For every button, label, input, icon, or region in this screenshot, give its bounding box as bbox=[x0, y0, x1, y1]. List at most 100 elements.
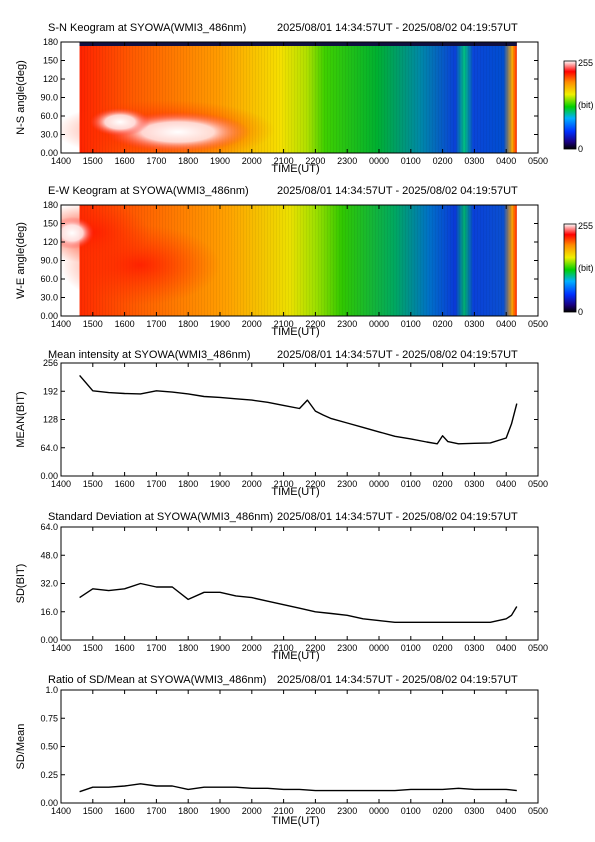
x-tick-label: 1700 bbox=[146, 156, 166, 166]
x-tick-label: 2100 bbox=[274, 643, 294, 653]
y-axis-label: SD(BIT) bbox=[15, 564, 27, 604]
y-tick-label: 30.0 bbox=[40, 293, 58, 303]
x-tick-label: 1400 bbox=[51, 319, 71, 329]
y-tick-label: 0.00 bbox=[40, 635, 58, 645]
x-tick-label: 1700 bbox=[146, 643, 166, 653]
y-tick-label: 60.0 bbox=[40, 274, 58, 284]
y-axis-label: MEAN(BIT) bbox=[15, 391, 27, 447]
panel-2: E-W Keogram at SYOWA(WMI3_486nm) 2025/08/… bbox=[15, 185, 594, 338]
x-tick-label: 2100 bbox=[274, 806, 294, 816]
plot-frame bbox=[60, 362, 539, 477]
x-tick-label: 1500 bbox=[83, 806, 103, 816]
y-tick-label: 150 bbox=[43, 219, 58, 229]
x-tick-label: 1800 bbox=[178, 643, 198, 653]
x-axis-label: TIME(UT) bbox=[271, 163, 319, 175]
x-tick-label: 1500 bbox=[83, 479, 103, 489]
y-tick-label: 90.0 bbox=[40, 256, 58, 266]
y-tick-label: 180 bbox=[43, 37, 58, 47]
x-tick-label: 0500 bbox=[528, 643, 548, 653]
y-tick-label: 0.00 bbox=[40, 798, 58, 808]
x-tick-label: 1800 bbox=[178, 479, 198, 489]
x-axis-label: TIME(UT) bbox=[271, 650, 319, 662]
x-tick-label: 1600 bbox=[115, 319, 135, 329]
x-tick-label: 2200 bbox=[305, 319, 325, 329]
panel-title: S-N Keogram at SYOWA(WMI3_486nm) bbox=[48, 22, 246, 34]
time-range: 2025/08/01 14:34:57UT - 2025/08/02 04:19… bbox=[277, 22, 518, 34]
x-tick-label: 0400 bbox=[496, 806, 516, 816]
plot-frame bbox=[60, 689, 539, 804]
y-tick-label: 1.0 bbox=[45, 685, 58, 695]
time-range: 2025/08/01 14:34:57UT - 2025/08/02 04:19… bbox=[277, 674, 518, 686]
series-line bbox=[79, 582, 518, 623]
x-tick-label: 1800 bbox=[178, 806, 198, 816]
x-tick-label: 0300 bbox=[464, 319, 484, 329]
x-tick-label: 1500 bbox=[83, 643, 103, 653]
colorbar-max: 255 bbox=[578, 221, 593, 231]
x-tick-label: 0000 bbox=[369, 643, 389, 653]
x-tick-label: 0100 bbox=[401, 806, 421, 816]
x-tick-label: 2000 bbox=[242, 319, 262, 329]
x-tick-label: 2100 bbox=[274, 319, 294, 329]
x-tick-label: 1400 bbox=[51, 156, 71, 166]
x-tick-label: 1800 bbox=[178, 319, 198, 329]
x-tick-label: 1500 bbox=[83, 319, 103, 329]
x-tick-label: 1700 bbox=[146, 479, 166, 489]
panel-5: Ratio of SD/Mean at SYOWA(WMI3_486nm) 202… bbox=[15, 674, 548, 827]
x-tick-label: 0200 bbox=[433, 643, 453, 653]
x-tick-label: 1900 bbox=[210, 479, 230, 489]
y-tick-label: 64.0 bbox=[40, 443, 58, 453]
x-tick-label: 2300 bbox=[337, 319, 357, 329]
y-tick-label: 90.0 bbox=[40, 93, 58, 103]
colorbar-unit: (bit) bbox=[578, 100, 594, 110]
panel-3: Mean intensity at SYOWA(WMI3_486nm) 2025/… bbox=[15, 349, 548, 498]
x-tick-label: 2300 bbox=[337, 806, 357, 816]
colorbar-unit: (bit) bbox=[578, 263, 594, 273]
x-tick-label: 0200 bbox=[433, 319, 453, 329]
x-axis-label: TIME(UT) bbox=[271, 326, 319, 338]
colorbar bbox=[563, 60, 577, 150]
x-tick-label: 0300 bbox=[464, 643, 484, 653]
x-tick-label: 2300 bbox=[337, 643, 357, 653]
x-tick-label: 0100 bbox=[401, 156, 421, 166]
x-tick-label: 1900 bbox=[210, 643, 230, 653]
x-tick-label: 1900 bbox=[210, 319, 230, 329]
y-tick-label: 0.25 bbox=[40, 770, 58, 780]
y-axis-label: SD/Mean bbox=[15, 724, 27, 770]
x-tick-label: 1900 bbox=[210, 806, 230, 816]
x-tick-label: 2300 bbox=[337, 479, 357, 489]
keogram-image bbox=[61, 42, 518, 153]
x-tick-label: 1800 bbox=[178, 156, 198, 166]
x-tick-label: 0000 bbox=[369, 806, 389, 816]
panel-title: Mean intensity at SYOWA(WMI3_486nm) bbox=[48, 349, 251, 361]
y-tick-label: 16.0 bbox=[40, 607, 58, 617]
x-tick-label: 0100 bbox=[401, 479, 421, 489]
x-tick-label: 0400 bbox=[496, 156, 516, 166]
x-tick-label: 1600 bbox=[115, 479, 135, 489]
time-range: 2025/08/01 14:34:57UT - 2025/08/02 04:19… bbox=[277, 349, 518, 361]
time-range: 2025/08/01 14:34:57UT - 2025/08/02 04:19… bbox=[277, 511, 518, 523]
x-tick-label: 0100 bbox=[401, 319, 421, 329]
x-tick-label: 0000 bbox=[369, 479, 389, 489]
y-axis-label: W-E angle(deg) bbox=[15, 222, 27, 299]
x-tick-label: 1500 bbox=[83, 156, 103, 166]
x-tick-label: 0500 bbox=[528, 156, 548, 166]
panel-title: Standard Deviation at SYOWA(WMI3_486nm) bbox=[48, 511, 273, 523]
y-tick-label: 48.0 bbox=[40, 550, 58, 560]
y-tick-label: 256 bbox=[43, 358, 58, 368]
y-tick-label: 0.00 bbox=[40, 471, 58, 481]
y-tick-label: 192 bbox=[43, 386, 58, 396]
colorbar bbox=[563, 223, 577, 313]
y-tick-label: 128 bbox=[43, 415, 58, 425]
x-tick-label: 0200 bbox=[433, 479, 453, 489]
x-tick-label: 0400 bbox=[496, 479, 516, 489]
panel-title: E-W Keogram at SYOWA(WMI3_486nm) bbox=[48, 185, 249, 197]
x-tick-label: 0300 bbox=[464, 156, 484, 166]
x-tick-label: 2200 bbox=[305, 806, 325, 816]
x-tick-label: 1600 bbox=[115, 806, 135, 816]
x-tick-label: 1700 bbox=[146, 319, 166, 329]
x-tick-label: 1400 bbox=[51, 479, 71, 489]
y-tick-label: 120 bbox=[43, 237, 58, 247]
y-tick-label: 30.0 bbox=[40, 130, 58, 140]
x-tick-label: 1600 bbox=[115, 643, 135, 653]
